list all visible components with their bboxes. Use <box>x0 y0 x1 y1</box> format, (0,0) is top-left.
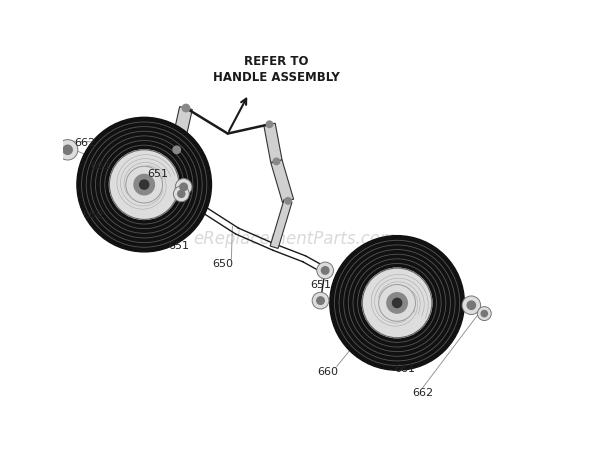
Circle shape <box>477 307 491 321</box>
Text: 662: 662 <box>75 138 96 148</box>
Circle shape <box>462 296 481 315</box>
Circle shape <box>134 175 155 195</box>
Circle shape <box>285 198 291 205</box>
Polygon shape <box>171 107 192 152</box>
Text: eReplacementParts.com: eReplacementParts.com <box>194 230 396 247</box>
Circle shape <box>178 191 185 198</box>
Circle shape <box>322 267 329 275</box>
Text: 661: 661 <box>90 160 112 170</box>
Text: HANDLE ASSEMBLY: HANDLE ASSEMBLY <box>213 71 340 84</box>
Text: 651: 651 <box>169 240 189 250</box>
Circle shape <box>180 193 188 200</box>
Circle shape <box>173 187 189 202</box>
Circle shape <box>57 140 78 161</box>
Text: 661: 661 <box>395 363 415 373</box>
Text: REFER TO: REFER TO <box>244 55 309 68</box>
Text: 651: 651 <box>310 279 331 289</box>
Circle shape <box>182 105 189 113</box>
Circle shape <box>481 311 487 317</box>
Polygon shape <box>271 160 294 203</box>
Circle shape <box>312 293 329 309</box>
Polygon shape <box>264 124 282 163</box>
Text: 660: 660 <box>82 209 103 219</box>
Circle shape <box>77 118 211 252</box>
Circle shape <box>173 147 181 154</box>
Circle shape <box>266 122 273 128</box>
Polygon shape <box>171 150 190 198</box>
Circle shape <box>180 184 188 191</box>
Circle shape <box>330 236 464 370</box>
Polygon shape <box>270 200 292 249</box>
Circle shape <box>392 299 402 308</box>
Circle shape <box>63 146 72 155</box>
Circle shape <box>387 293 407 313</box>
Circle shape <box>175 179 192 196</box>
Circle shape <box>140 181 149 190</box>
Circle shape <box>467 301 476 310</box>
Circle shape <box>317 263 333 279</box>
Text: 650: 650 <box>212 259 234 269</box>
Text: 662: 662 <box>412 388 433 398</box>
Circle shape <box>47 133 62 148</box>
Circle shape <box>109 150 179 220</box>
Text: 660: 660 <box>317 366 338 376</box>
Circle shape <box>51 137 58 144</box>
Circle shape <box>317 297 325 305</box>
Circle shape <box>273 159 280 165</box>
Circle shape <box>362 269 432 338</box>
Text: 651: 651 <box>148 169 169 179</box>
